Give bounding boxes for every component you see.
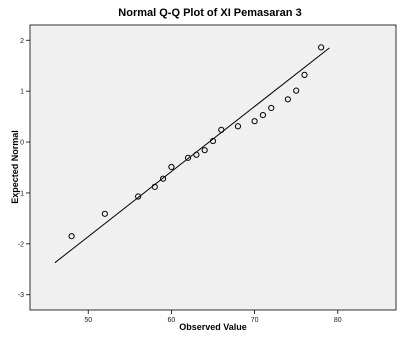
data-point: [193, 151, 200, 158]
x-tick-label: 60: [168, 317, 176, 324]
data-point: [318, 44, 325, 51]
y-tick-label: 2: [20, 38, 24, 45]
data-point: [184, 154, 192, 161]
y-tick-label: -3: [18, 292, 24, 299]
chart-title: Normal Q-Q Plot of XI Pemasaran 3: [118, 7, 301, 19]
data-point: [234, 123, 242, 130]
data-point: [251, 118, 258, 125]
data-point: [293, 87, 300, 94]
data-point: [201, 147, 208, 154]
data-point: [135, 193, 142, 200]
data-point: [151, 183, 158, 190]
x-tick-label: 80: [334, 317, 342, 324]
data-point: [209, 137, 217, 145]
data-point: [301, 71, 308, 78]
x-tick-label: 50: [84, 317, 92, 324]
data-point: [159, 175, 167, 182]
y-tick-label: 0: [20, 140, 24, 147]
plot-area: [29, 24, 397, 311]
y-tick-label: 1: [20, 89, 24, 96]
data-points: [68, 44, 325, 240]
data-point: [101, 210, 108, 217]
data-point: [68, 233, 75, 240]
y-axis-label: Expected Normal: [10, 130, 20, 204]
data-point: [268, 104, 275, 112]
x-axis-ticks: 50 60 70 80: [84, 310, 342, 324]
y-tick-label: -1: [18, 190, 24, 197]
reference-line: [54, 47, 330, 264]
y-tick-label: -2: [18, 241, 24, 248]
data-point: [259, 111, 267, 119]
x-axis-label: Observed Value: [179, 322, 247, 332]
y-axis-ticks: 2 1 0 -1 -2 -3: [18, 38, 30, 299]
data-point: [168, 163, 175, 171]
data-point: [218, 126, 225, 133]
x-tick-label: 70: [251, 317, 259, 324]
data-point: [284, 96, 291, 103]
